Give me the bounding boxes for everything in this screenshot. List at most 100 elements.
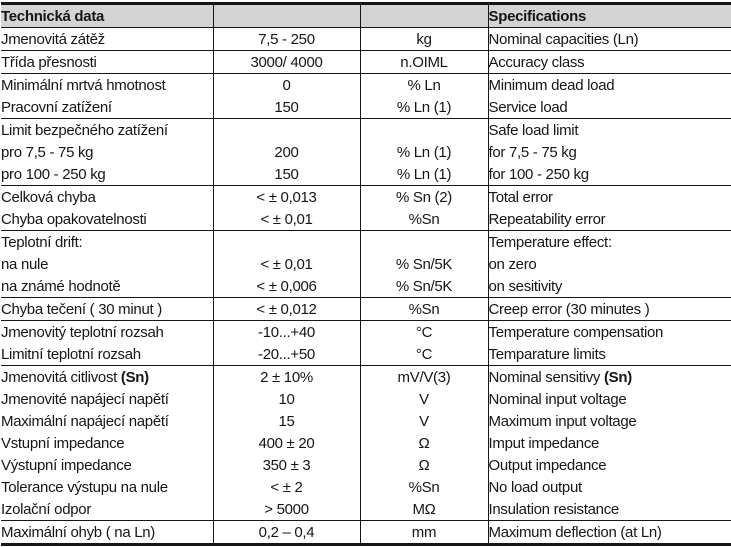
cell-english-label: Maximum input voltage <box>488 412 637 430</box>
cell-english-label: Creep error (30 minutes ) <box>488 297 731 321</box>
cell-czech-label: Celková chyba <box>1 185 214 208</box>
table-row: Izolační odpor > 5000 MΩ Insulation resista… <box>1 498 731 521</box>
table-row: pro 7,5 - 75 kg 200% Ln (1) for 7,5 - 75 k… <box>1 141 731 163</box>
cell-czech-label: Teplotní drift: <box>1 230 214 253</box>
cell-unit: %Sn <box>360 208 489 231</box>
cell-unit: MΩ <box>360 498 489 521</box>
cell-czech-label: pro 100 - 250 kg <box>1 163 214 186</box>
cell-czech-label: Jmenovitá zátěž <box>1 27 214 51</box>
cell-english-label: Temperature compensation <box>488 320 731 343</box>
cell-english-label: for 100 - 250 kg <box>488 165 590 183</box>
cell-czech-label: Izolační odpor <box>1 498 214 521</box>
table-row: Limit bezpečného zatížení Safe load limit <box>1 118 731 141</box>
cell-value: 2 ± 10% <box>213 365 361 388</box>
cell-value: 7,5 - 250 <box>213 27 361 51</box>
table-row: Minimální mrtvá hmotnost 0% Ln Minimum dea… <box>1 73 731 96</box>
cell-czech-label: Maximální ohyb ( na Ln) <box>1 520 214 545</box>
cell-english-label: Minimum dead load <box>488 73 731 96</box>
cell-value: < ± 0,013 <box>213 185 361 208</box>
cell-czech-label: na známé hodnotě <box>1 275 214 298</box>
table-row: na známé hodnotě < ± 0,006% Sn/5K on sesit… <box>1 275 731 298</box>
cell-english-label: Temperature effect: <box>488 230 731 253</box>
table-row: Vstupní impedance 400 ± 20 Ω Imput impedanc… <box>1 432 731 454</box>
cell-czech-label: na nule <box>1 253 214 275</box>
cell-value: < ± 0,01 <box>213 253 361 275</box>
cell-unit: mV/V(3) <box>360 365 489 388</box>
cell-czech-label: Třída přesnosti <box>1 50 214 74</box>
cell-unit: V <box>360 410 489 432</box>
cell-czech-label: Vstupní impedance <box>1 432 214 454</box>
cell-english-label: Nominal input voltage <box>488 390 627 408</box>
cell-value: -20...+50 <box>213 343 361 366</box>
cell-english-label: Nominal sensitivy (Sn) <box>488 365 731 388</box>
cell-czech-label: Jmenovité napájecí napětí <box>1 388 214 410</box>
cell-unit: % Ln (1) <box>360 141 489 163</box>
cell-english-label: Output impedance <box>488 456 607 474</box>
cell-value: -10...+40 <box>213 320 361 343</box>
cell-value: 150 <box>213 163 361 186</box>
cell-unit: kg <box>360 27 489 51</box>
header-czech-title: Technická data <box>1 3 214 28</box>
cell-english-label: for 7,5 - 75 kg <box>488 143 577 161</box>
cell-czech-label: Pracovní zatížení <box>1 96 214 119</box>
cell-english-label: Accuracy class <box>488 50 731 74</box>
header-english-title: Specifications <box>488 3 731 28</box>
cell-value <box>213 230 361 253</box>
header-value-col <box>213 3 361 28</box>
cell-english-label: on sesitivity <box>488 277 563 295</box>
cell-czech-label: Jmenovitá citlivost (Sn) <box>1 365 214 388</box>
cell-unit: n.OIML <box>360 50 489 74</box>
cell-unit: V <box>360 388 489 410</box>
cell-unit: mm <box>360 520 489 545</box>
cell-value: 200 <box>213 141 361 163</box>
header-row: Technická data Specifications <box>1 3 731 28</box>
cell-english-label: Maximum deflection (at Ln) <box>488 520 731 545</box>
table-row: Chyba tečení ( 30 minut ) < ± 0,012 %Sn Cre… <box>1 297 731 321</box>
cell-english-label: Nominal capacities (Ln) <box>488 30 639 48</box>
cell-value: 350 ± 3 <box>213 454 361 476</box>
cell-value: 0,2 – 0,4 <box>213 520 361 545</box>
table-row: Jmenovité napájecí napětí 10 V Nominal inpu… <box>1 388 731 410</box>
cell-unit: % Sn/5K <box>360 275 489 298</box>
cell-value: 150 <box>213 96 361 119</box>
cell-value: 400 ± 20 <box>213 432 361 454</box>
cell-value <box>213 118 361 141</box>
table-row: Chyba opakovatelnosti < ± 0,01 %Sn Repeatab… <box>1 208 731 231</box>
cell-value: 0 <box>213 73 361 96</box>
table-row: Maximální napájecí napětí 15 V Maximum inpu… <box>1 410 731 432</box>
cell-value: < ± 0,01 <box>213 208 361 231</box>
cell-czech-label: Maximální napájecí napětí <box>1 410 214 432</box>
table-row: Výstupní impedance 350 ± 3 Ω Output impedan… <box>1 454 731 476</box>
cell-unit: Ω <box>360 454 489 476</box>
cell-english-label: Temparature limits <box>488 345 606 363</box>
cell-value: < ± 2 <box>213 476 361 498</box>
cell-unit: % Sn (2) <box>360 185 489 208</box>
cell-unit: %Sn <box>360 476 489 498</box>
cell-czech-label: Chyba opakovatelnosti <box>1 208 214 231</box>
cell-czech-label: Chyba tečení ( 30 minut ) <box>1 297 214 321</box>
cell-unit: % Ln <box>360 73 489 96</box>
table-row: Třída přesnosti 3000/ 4000 n.OIML Accuracy … <box>1 50 731 74</box>
table-row: Teplotní drift: Temperature effect: <box>1 230 731 253</box>
cell-unit: %Sn <box>360 297 489 321</box>
cell-czech-label: Limit bezpečného zatížení <box>1 118 214 141</box>
cell-czech-label: pro 7,5 - 75 kg <box>1 141 214 163</box>
cell-english-label: Safe load limit <box>488 118 731 141</box>
cell-value: < ± 0,006 <box>213 275 361 298</box>
cell-unit: °C <box>360 343 489 366</box>
table-row: Celková chyba < ± 0,013% Sn (2) Total erro… <box>1 185 731 208</box>
table-row: Pracovní zatížení 150% Ln (1) Service load <box>1 96 731 119</box>
cell-english-label: Repeatability error <box>488 210 606 228</box>
table-row: na nule < ± 0,01% Sn/5K on zero <box>1 253 731 275</box>
cell-value: < ± 0,012 <box>213 297 361 321</box>
spec-table-body: Jmenovitá zátěž 7,5 - 250 kg Nominal capaci… <box>1 27 731 545</box>
cell-unit: Ω <box>360 432 489 454</box>
cell-unit: °C <box>360 320 489 343</box>
cell-english-label: Service load <box>488 98 568 116</box>
cell-unit: % Ln (1) <box>360 163 489 186</box>
cell-english-label: Imput impedance <box>488 434 600 452</box>
table-row: Limitní teplotní rozsah -20...+50 °C Tempar… <box>1 343 731 366</box>
cell-value: > 5000 <box>213 498 361 521</box>
